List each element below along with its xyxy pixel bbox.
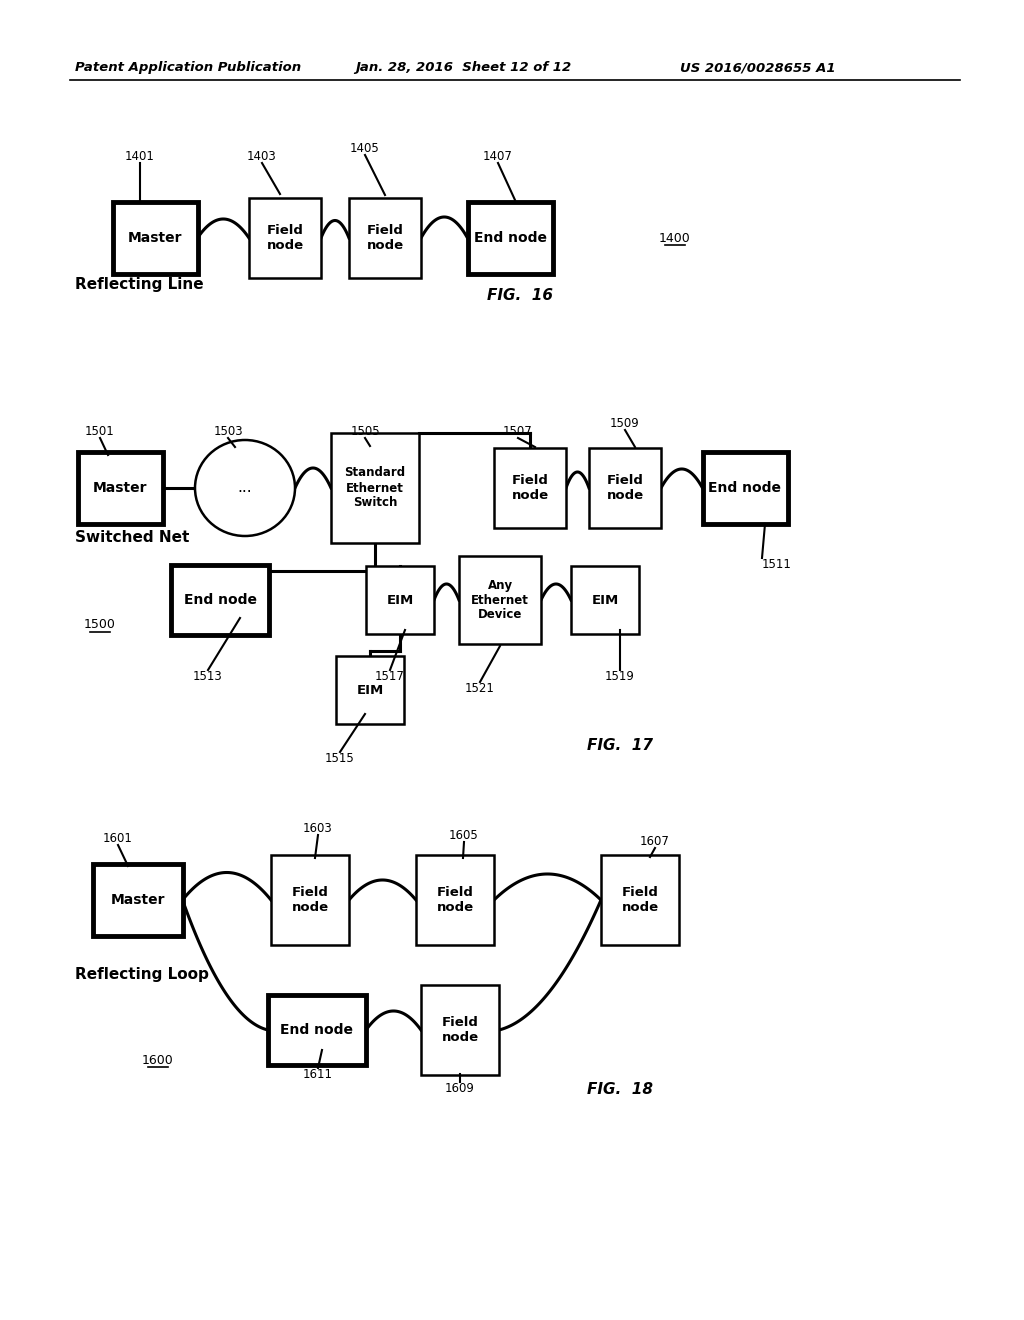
Text: EIM: EIM xyxy=(356,684,384,697)
Text: Field
node: Field node xyxy=(292,886,329,913)
Text: 1505: 1505 xyxy=(350,425,380,438)
Text: 1400: 1400 xyxy=(659,231,691,244)
Text: 1403: 1403 xyxy=(247,150,276,162)
Text: 1521: 1521 xyxy=(465,682,495,696)
Text: 1513: 1513 xyxy=(194,671,223,682)
Text: End node: End node xyxy=(709,480,781,495)
Text: 1601: 1601 xyxy=(103,832,133,845)
Text: End node: End node xyxy=(473,231,547,246)
FancyBboxPatch shape xyxy=(268,995,366,1065)
Text: FIG.  16: FIG. 16 xyxy=(487,289,553,304)
FancyBboxPatch shape xyxy=(702,451,787,524)
FancyBboxPatch shape xyxy=(271,855,349,945)
Text: Master: Master xyxy=(128,231,182,246)
FancyBboxPatch shape xyxy=(336,656,404,723)
Text: Master: Master xyxy=(93,480,147,495)
Text: 1517: 1517 xyxy=(375,671,404,682)
Text: End node: End node xyxy=(183,593,256,607)
Text: Field
node: Field node xyxy=(511,474,549,502)
Text: 1603: 1603 xyxy=(303,822,333,836)
Text: 1611: 1611 xyxy=(303,1068,333,1081)
Text: 1511: 1511 xyxy=(762,558,792,572)
Text: 1401: 1401 xyxy=(125,150,155,162)
FancyBboxPatch shape xyxy=(349,198,421,279)
FancyBboxPatch shape xyxy=(589,447,662,528)
Text: Field
node: Field node xyxy=(622,886,658,913)
FancyBboxPatch shape xyxy=(93,865,183,936)
FancyBboxPatch shape xyxy=(113,202,198,275)
Text: 1515: 1515 xyxy=(326,752,355,766)
Text: US 2016/0028655 A1: US 2016/0028655 A1 xyxy=(680,62,836,74)
Text: Standard
Ethernet
Switch: Standard Ethernet Switch xyxy=(344,466,406,510)
FancyBboxPatch shape xyxy=(421,985,499,1074)
Text: Master: Master xyxy=(111,894,165,907)
Text: Any
Ethernet
Device: Any Ethernet Device xyxy=(471,578,529,622)
FancyBboxPatch shape xyxy=(468,202,553,275)
Text: 1501: 1501 xyxy=(85,425,115,438)
Text: FIG.  17: FIG. 17 xyxy=(587,738,653,752)
Ellipse shape xyxy=(195,440,295,536)
Text: EIM: EIM xyxy=(592,594,618,606)
FancyBboxPatch shape xyxy=(331,433,419,543)
Text: Field
node: Field node xyxy=(367,224,403,252)
Text: 1509: 1509 xyxy=(610,417,640,430)
Text: FIG.  18: FIG. 18 xyxy=(587,1082,653,1097)
Text: 1507: 1507 xyxy=(503,425,532,438)
Text: End node: End node xyxy=(281,1023,353,1038)
Text: 1519: 1519 xyxy=(605,671,635,682)
Text: Reflecting Loop: Reflecting Loop xyxy=(75,968,209,982)
Text: 1405: 1405 xyxy=(350,143,380,154)
FancyBboxPatch shape xyxy=(366,566,434,634)
FancyBboxPatch shape xyxy=(249,198,321,279)
Text: 1609: 1609 xyxy=(445,1082,475,1096)
FancyBboxPatch shape xyxy=(171,565,269,635)
Text: Field
node: Field node xyxy=(606,474,643,502)
Text: 1407: 1407 xyxy=(483,150,513,162)
Text: 1605: 1605 xyxy=(450,829,479,842)
Text: 1600: 1600 xyxy=(142,1053,174,1067)
FancyBboxPatch shape xyxy=(78,451,163,524)
Text: Patent Application Publication: Patent Application Publication xyxy=(75,62,301,74)
FancyBboxPatch shape xyxy=(601,855,679,945)
Text: Field
node: Field node xyxy=(266,224,303,252)
Text: Switched Net: Switched Net xyxy=(75,529,189,544)
Text: EIM: EIM xyxy=(386,594,414,606)
Text: 1607: 1607 xyxy=(640,836,670,847)
Text: Jan. 28, 2016  Sheet 12 of 12: Jan. 28, 2016 Sheet 12 of 12 xyxy=(355,62,571,74)
FancyBboxPatch shape xyxy=(571,566,639,634)
Text: ...: ... xyxy=(238,480,252,495)
Text: Field
node: Field node xyxy=(436,886,473,913)
Text: 1500: 1500 xyxy=(84,619,116,631)
Text: 1503: 1503 xyxy=(213,425,243,438)
FancyBboxPatch shape xyxy=(416,855,494,945)
Text: Field
node: Field node xyxy=(441,1016,478,1044)
FancyBboxPatch shape xyxy=(459,556,541,644)
FancyBboxPatch shape xyxy=(494,447,566,528)
Text: Reflecting Line: Reflecting Line xyxy=(75,277,204,293)
